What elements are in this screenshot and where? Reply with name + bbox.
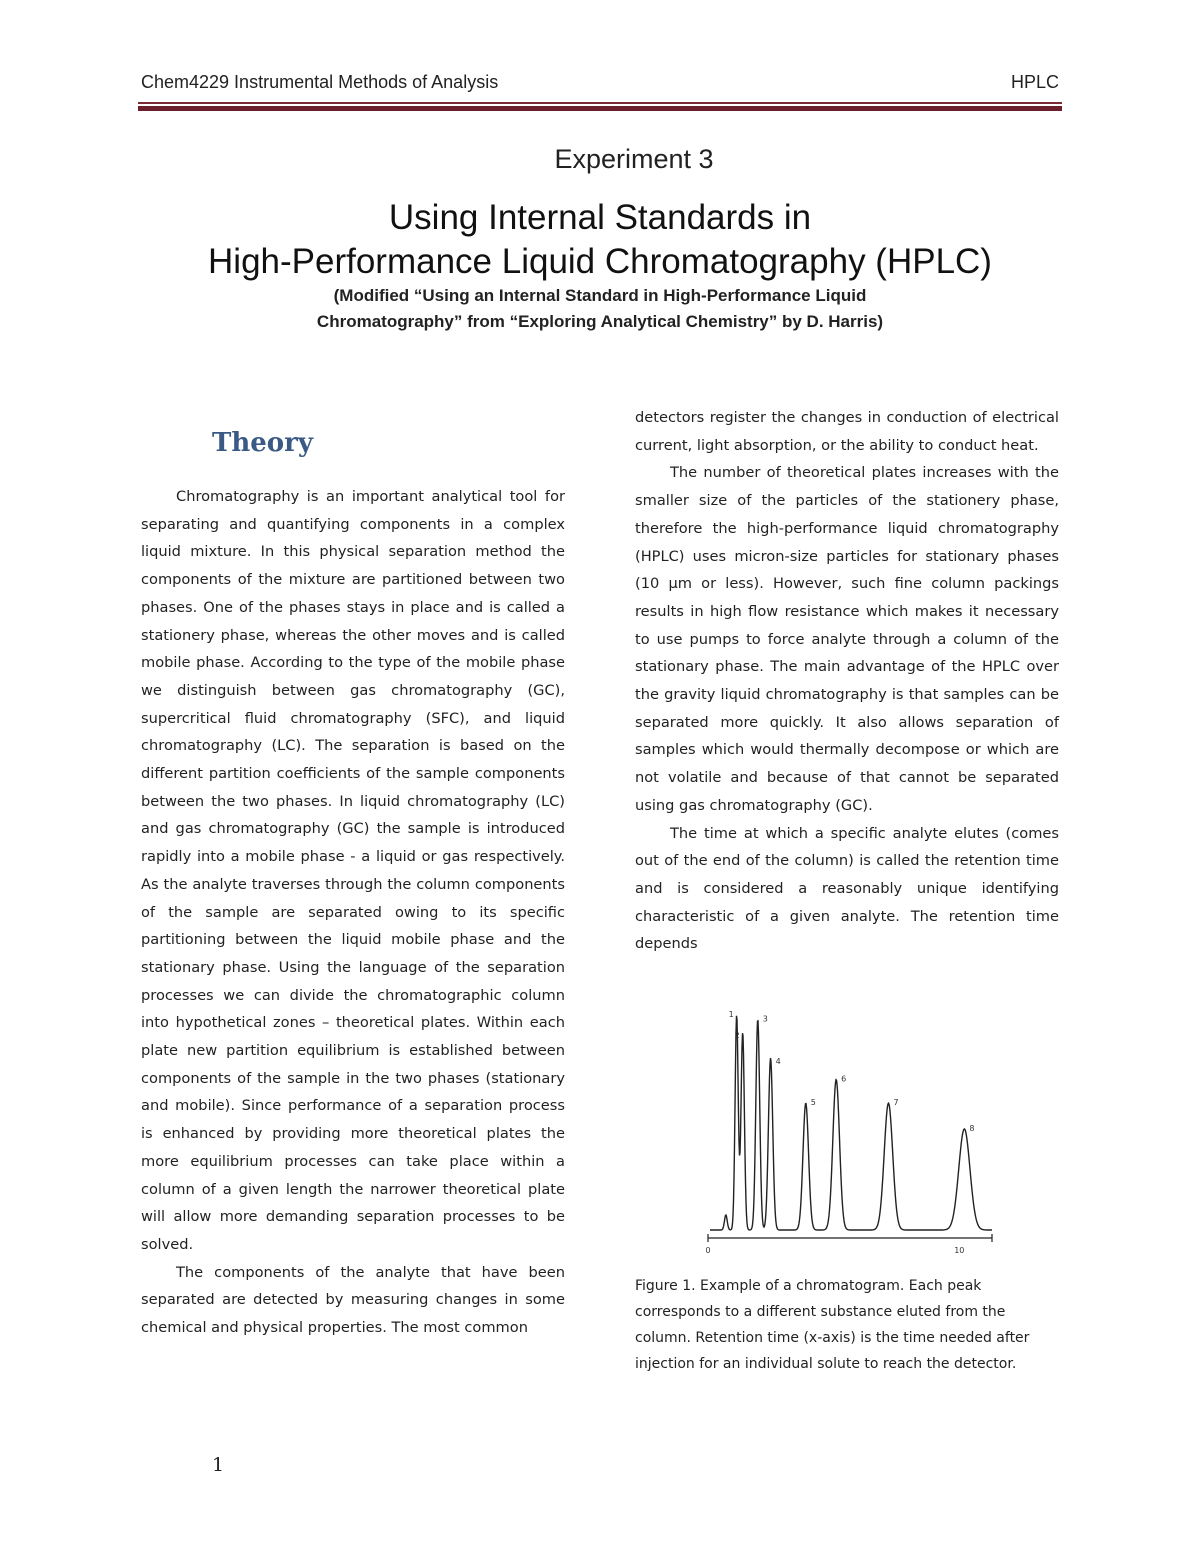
peak-label: 1 xyxy=(729,1010,734,1019)
subtitle-line-2: Chromatography” from “Exploring Analytic… xyxy=(316,312,884,331)
header-rule-thick xyxy=(138,106,1062,111)
experiment-label: Experiment 3 xyxy=(554,144,714,174)
paragraph: The number of theoretical plates increas… xyxy=(635,464,1059,814)
page-title: Using Internal Standards in High-Perform… xyxy=(0,196,1200,284)
title-line-2: High-Performance Liquid Chromatography (… xyxy=(208,242,992,281)
paragraph: The time at which a specific analyte elu… xyxy=(635,824,1059,953)
title-line-1: Using Internal Standards in xyxy=(388,198,812,237)
chromatogram-figure: 1 2 3 4 5 6 7 8 0 10 xyxy=(705,1010,993,1255)
subtitle: (Modified “Using an Internal Standard in… xyxy=(0,283,1200,335)
header-course: Chem4229 Instrumental Methods of Analysi… xyxy=(141,72,499,92)
peak-label: 3 xyxy=(763,1014,768,1023)
paragraph: The components of the analyte that have … xyxy=(141,1263,565,1337)
paragraph: detectors register the changes in conduc… xyxy=(635,409,1059,454)
left-column: Chromatography is an important analytica… xyxy=(141,483,565,1342)
peak-label: 4 xyxy=(776,1057,781,1066)
header-rule-thin xyxy=(138,102,1062,104)
x-tick-label: 0 xyxy=(705,1246,710,1255)
paragraph: Chromatography is an important analytica… xyxy=(141,488,565,1253)
chromatogram-trace xyxy=(710,1015,992,1231)
header-topic: HPLC xyxy=(1010,72,1059,92)
peak-label: 2 xyxy=(735,1031,740,1040)
figure-caption: Figure 1. Example of a chromatogram. Eac… xyxy=(635,1278,1030,1372)
peak-label: 8 xyxy=(969,1124,974,1133)
peak-label: 6 xyxy=(841,1075,846,1084)
section-heading: Theory xyxy=(212,428,313,458)
x-tick-label: 10 xyxy=(954,1246,964,1255)
subtitle-line-1: (Modified “Using an Internal Standard in… xyxy=(333,286,867,305)
peak-label: 7 xyxy=(893,1098,898,1107)
right-column: detectors register the changes in conduc… xyxy=(635,404,1059,958)
peak-label: 5 xyxy=(811,1098,816,1107)
running-header: Chem4229 Instrumental Methods of Analysi… xyxy=(141,72,1059,93)
page-number: 1 xyxy=(212,1454,225,1476)
